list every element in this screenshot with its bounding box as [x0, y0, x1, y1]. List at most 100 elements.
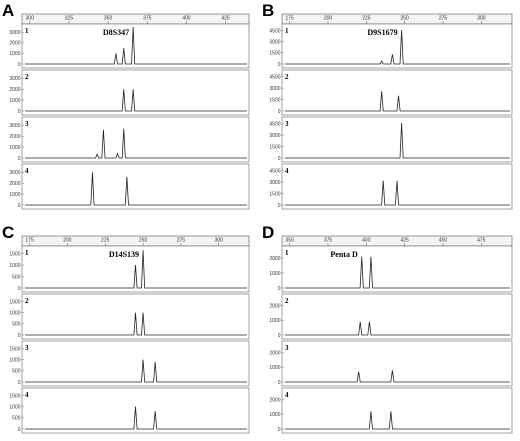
y-tick-label: 1500 [269, 51, 280, 57]
y-tick-label: 1000 [269, 365, 280, 371]
electropherogram-line [25, 250, 247, 289]
x-tick-label: 300 [215, 238, 224, 244]
x-tick-label: 325 [65, 16, 74, 22]
electropherogram-line [25, 312, 247, 336]
x-tick-label: 450 [439, 238, 448, 244]
y-tick-label: 1500 [269, 191, 280, 197]
y-tick-label: 0 [18, 62, 21, 68]
x-tick-label: 300 [477, 16, 486, 22]
y-tick-label: 1000 [9, 263, 20, 269]
marker-label: D14S139 [109, 250, 139, 259]
x-tick-label: 250 [400, 16, 409, 22]
x-tick-label: 300 [26, 16, 35, 22]
x-tick-label: 350 [285, 238, 294, 244]
trace-number: 2 [25, 297, 29, 305]
trace-number: 2 [285, 297, 289, 305]
trace-frame [281, 245, 513, 293]
y-tick-label: 2000 [269, 398, 280, 404]
trace-4: 4 0 1500 3000 4500 [269, 163, 513, 210]
x-tick-label: 225 [101, 238, 110, 244]
electropherogram-line [25, 406, 247, 430]
y-tick-label: 0 [18, 109, 21, 115]
y-tick-label: 1000 [9, 192, 20, 198]
x-tick-label: 200 [324, 16, 333, 22]
trace-2: 2 0 1500 3000 4500 [269, 69, 513, 116]
trace-1: 1 0 1500 3000 4500 D9S1679 [269, 23, 513, 69]
panel-letter: A [2, 1, 14, 20]
trace-number: 3 [25, 120, 29, 128]
y-tick-label: 1000 [269, 412, 280, 418]
y-tick-label: 1000 [9, 310, 20, 316]
trace-number: 3 [285, 120, 289, 128]
trace-number: 1 [25, 27, 29, 35]
y-tick-label: 2000 [9, 181, 20, 187]
trace-frame [21, 69, 250, 116]
y-tick-label: 0 [278, 109, 281, 115]
trace-3: 3 0 1000 2000 3000 [9, 116, 250, 163]
panel-letter: C [2, 223, 14, 242]
y-tick-label: 0 [278, 156, 281, 162]
trace-1: 1 0 1000 2000 Penta D [269, 245, 513, 293]
y-tick-label: 1500 [269, 144, 280, 150]
x-tick-label: 225 [362, 16, 371, 22]
x-tick-label: 400 [362, 238, 371, 244]
electropherogram-line [25, 89, 247, 112]
y-tick-label: 3000 [269, 86, 280, 92]
trace-frame [281, 116, 513, 163]
y-tick-label: 1500 [9, 393, 20, 399]
y-tick-label: 3000 [9, 30, 20, 36]
x-tick-label: 200 [63, 238, 72, 244]
y-tick-label: 1000 [9, 51, 20, 57]
trace-3: 3 0 500 1000 1500 [9, 340, 250, 387]
y-tick-label: 1000 [269, 271, 280, 277]
y-tick-label: 2000 [269, 256, 280, 262]
trace-4: 4 0 1000 2000 3000 [9, 163, 250, 210]
trace-frame [281, 293, 513, 340]
x-tick-label: 175 [25, 238, 34, 244]
trace-frame [21, 116, 250, 163]
y-tick-label: 500 [12, 416, 21, 422]
electropherogram-line [285, 180, 510, 206]
y-tick-label: 2000 [9, 134, 20, 140]
trace-number: 1 [285, 27, 289, 35]
x-tick-label: 275 [439, 16, 448, 22]
y-tick-label: 1000 [9, 98, 20, 104]
trace-number: 3 [25, 344, 29, 352]
electropherogram-line [25, 26, 247, 65]
x-tick-label: 175 [285, 16, 294, 22]
trace-1: 1 0 500 1000 1500 D14S139 [9, 245, 250, 293]
y-tick-label: 0 [278, 62, 281, 68]
trace-frame [281, 23, 513, 69]
y-tick-label: 1500 [9, 251, 20, 257]
trace-number: 2 [25, 73, 29, 81]
trace-2: 2 0 500 1000 1500 [9, 293, 250, 340]
panel-letter: B [262, 1, 274, 20]
y-tick-label: 0 [278, 427, 281, 433]
y-tick-label: 0 [278, 203, 281, 209]
x-tick-label: 350 [104, 16, 113, 22]
x-tick-label: 375 [143, 16, 152, 22]
y-tick-label: 3000 [9, 170, 20, 176]
x-tick-label: 400 [182, 16, 191, 22]
trace-number: 1 [25, 249, 29, 257]
y-tick-label: 3000 [9, 123, 20, 129]
x-tick-label: 375 [324, 238, 333, 244]
y-tick-label: 3000 [269, 180, 280, 186]
y-tick-label: 500 [12, 322, 21, 328]
electropherogram-line [25, 359, 247, 383]
y-tick-label: 2000 [9, 87, 20, 93]
y-tick-label: 1000 [9, 404, 20, 410]
y-tick-label: 0 [18, 156, 21, 162]
trace-frame [281, 340, 513, 387]
electropherogram-line [285, 29, 510, 65]
electropherogram-line [285, 411, 510, 430]
y-tick-label: 500 [12, 369, 21, 375]
y-tick-label: 0 [18, 333, 21, 339]
y-tick-label: 1500 [9, 346, 20, 352]
trace-number: 4 [25, 391, 29, 399]
electropherogram-line [285, 370, 510, 383]
